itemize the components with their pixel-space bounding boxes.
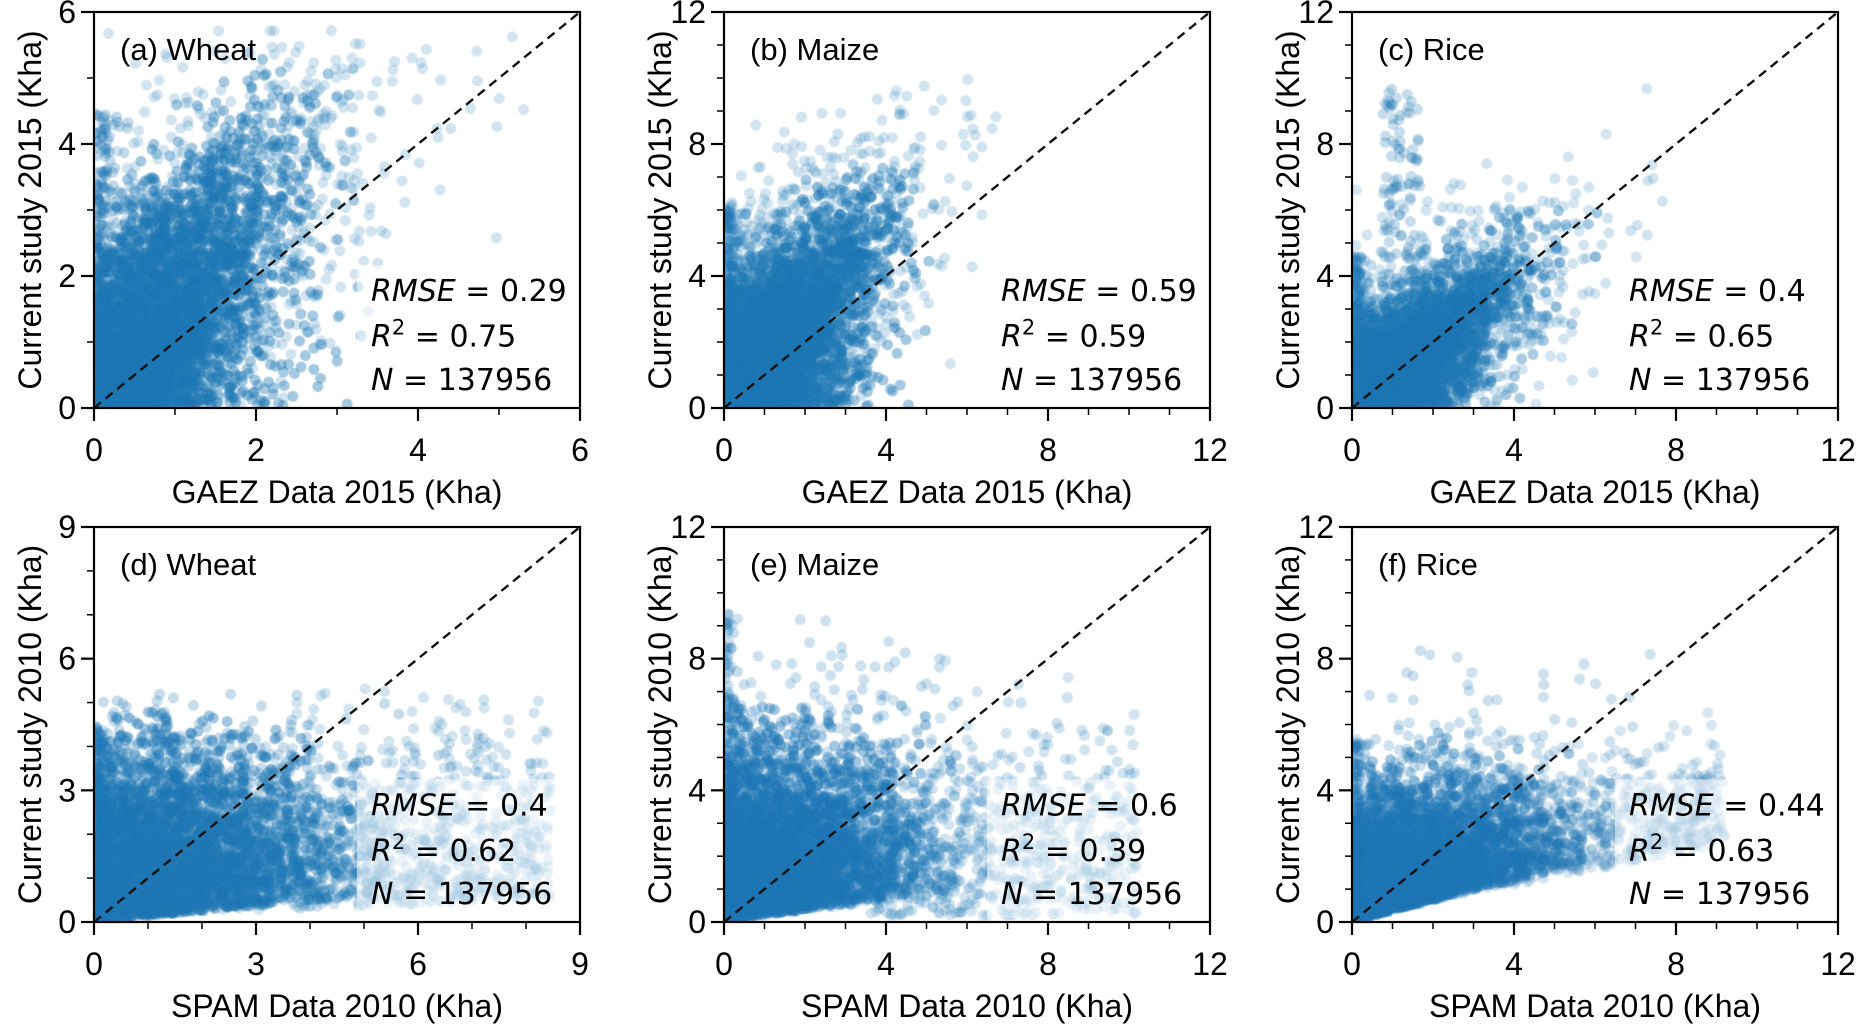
y-tick-label: 12: [1298, 0, 1334, 30]
y-axis-label: Current study 2015 (Kha): [12, 30, 48, 389]
x-axis-label: GAEZ Data 2015 (Kha): [1430, 474, 1761, 510]
x-tick-label: 9: [571, 946, 589, 982]
y-tick-label: 0: [58, 904, 76, 940]
y-axis-label: Current study 2010 (Kha): [1270, 545, 1306, 904]
panel-a-point-cloud: [94, 12, 580, 408]
x-tick-label: 12: [1820, 946, 1856, 982]
y-tick-label: 8: [1316, 126, 1334, 162]
y-tick-label: 3: [58, 772, 76, 808]
y-tick-label: 8: [688, 641, 706, 677]
x-tick-label: 12: [1192, 946, 1228, 982]
x-tick-label: 8: [1667, 432, 1685, 468]
panel-c-point-cloud: [1352, 12, 1838, 408]
y-tick-label: 4: [688, 772, 706, 808]
x-tick-label: 2: [247, 432, 265, 468]
x-axis-label: SPAM Data 2010 (Kha): [801, 988, 1133, 1024]
x-tick-label: 8: [1667, 946, 1685, 982]
x-tick-label: 0: [85, 946, 103, 982]
x-tick-label: 4: [1505, 946, 1523, 982]
y-tick-label: 6: [58, 641, 76, 677]
y-tick-label: 4: [1316, 772, 1334, 808]
y-tick-label: 0: [1316, 904, 1334, 940]
x-tick-label: 6: [571, 432, 589, 468]
y-tick-label: 0: [688, 390, 706, 426]
y-tick-label: 6: [58, 0, 76, 30]
x-tick-label: 4: [877, 946, 895, 982]
x-tick-label: 12: [1192, 432, 1228, 468]
y-tick-label: 0: [688, 904, 706, 940]
x-tick-label: 0: [1343, 946, 1361, 982]
x-axis-label: GAEZ Data 2015 (Kha): [172, 474, 503, 510]
y-tick-label: 8: [1316, 641, 1334, 677]
x-axis-label: GAEZ Data 2015 (Kha): [802, 474, 1133, 510]
y-axis-label: Current study 2010 (Kha): [642, 545, 678, 904]
x-tick-label: 4: [877, 432, 895, 468]
x-tick-label: 0: [715, 946, 733, 982]
y-tick-label: 12: [670, 509, 706, 545]
y-tick-label: 0: [1316, 390, 1334, 426]
x-tick-label: 0: [715, 432, 733, 468]
y-tick-label: 12: [1298, 509, 1334, 545]
y-tick-label: 4: [688, 258, 706, 294]
x-tick-label: 4: [1505, 432, 1523, 468]
x-axis-label: SPAM Data 2010 (Kha): [171, 988, 503, 1024]
x-tick-label: 12: [1820, 432, 1856, 468]
x-tick-label: 0: [1343, 432, 1361, 468]
y-tick-label: 8: [688, 126, 706, 162]
y-tick-label: 0: [58, 390, 76, 426]
x-axis-label: SPAM Data 2010 (Kha): [1429, 988, 1761, 1024]
x-tick-label: 8: [1039, 432, 1057, 468]
y-axis-label: Current study 2010 (Kha): [12, 545, 48, 904]
x-tick-label: 3: [247, 946, 265, 982]
panel-e-point-cloud: [724, 527, 1210, 922]
y-tick-label: 9: [58, 509, 76, 545]
y-tick-label: 4: [58, 126, 76, 162]
y-tick-label: 12: [670, 0, 706, 30]
panel-d-point-cloud: [94, 527, 580, 922]
x-tick-label: 8: [1039, 946, 1057, 982]
y-tick-label: 2: [58, 258, 76, 294]
x-tick-label: 4: [409, 432, 427, 468]
x-tick-label: 6: [409, 946, 427, 982]
y-axis-label: Current study 2015 (Kha): [1270, 30, 1306, 389]
y-tick-label: 4: [1316, 258, 1334, 294]
panel-f-point-cloud: [1352, 527, 1838, 922]
y-axis-label: Current study 2015 (Kha): [642, 30, 678, 389]
panel-b-point-cloud: [724, 12, 1210, 408]
x-tick-label: 0: [85, 432, 103, 468]
